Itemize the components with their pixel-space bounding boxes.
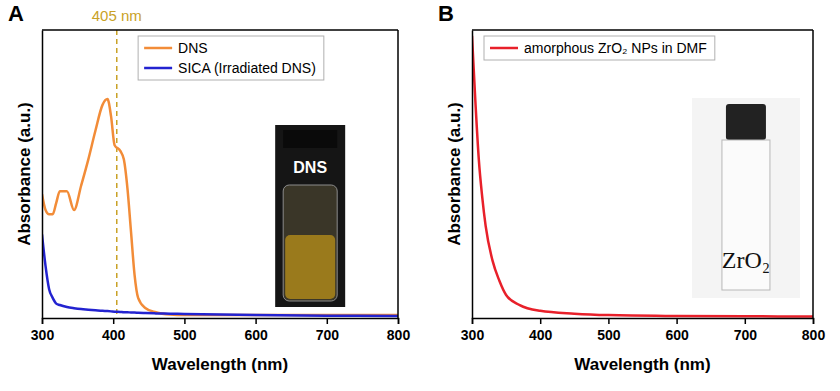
tick-label: 600 [244, 327, 268, 343]
axis-line [42, 31, 44, 319]
panel-label: A [8, 1, 24, 26]
legend: DNS SICA (Irradiated DNS) [138, 36, 324, 80]
tick-label: 800 [387, 327, 411, 343]
legend-label: DNS [178, 40, 208, 56]
tick-mark [813, 318, 815, 324]
plot-area [42, 30, 398, 318]
annotation: 405 nm [92, 7, 142, 24]
tick-label: 400 [529, 327, 553, 343]
tick-mark [540, 318, 542, 324]
axis-title: Wavelength (nm) [152, 355, 288, 374]
axis-title: Absorbance (a.u.) [445, 102, 464, 246]
inset-background [692, 98, 800, 298]
tick: 300 [31, 318, 55, 343]
tick: 400 [529, 318, 553, 343]
tick-label: 500 [173, 327, 197, 343]
vial [722, 140, 770, 290]
legend-swatch [144, 67, 172, 70]
tick: 700 [734, 318, 758, 343]
tick: 600 [244, 318, 268, 343]
tick-mark [255, 318, 257, 324]
axis-line [473, 319, 814, 325]
tick: 500 [597, 318, 621, 343]
axis-line [43, 319, 399, 325]
series-line [42, 234, 398, 316]
tick: 500 [173, 318, 197, 343]
series-line [42, 99, 398, 315]
tick: 400 [102, 318, 126, 343]
legend: amorphous ZrO₂ NPs in DMF [484, 36, 715, 60]
tick-mark [184, 318, 186, 324]
tick-label: 300 [31, 327, 55, 343]
tick: 300 [461, 318, 485, 343]
inset-label: DNS [293, 159, 327, 176]
tick: 700 [316, 318, 340, 343]
vial-cap [283, 130, 337, 148]
tick-mark [745, 318, 747, 324]
reference-line [116, 30, 118, 318]
tick: 800 [802, 318, 826, 343]
panel: DNS 405 nm 300 400 500 600 700 800 Wavelength (n… [8, 1, 410, 374]
inset-background [275, 125, 345, 307]
tick-mark [608, 318, 610, 324]
legend-swatch [490, 47, 518, 50]
legend-box [484, 36, 715, 60]
tick: 600 [665, 318, 689, 343]
figure: DNS 405 nm 300 400 500 600 700 800 Wavelength (n… [0, 0, 840, 391]
x-axis: 300 400 500 600 700 800 [461, 318, 826, 343]
panel: ZrO₂ 300 400 500 600 700 800 Wavelength (nm) Abs… [438, 1, 825, 374]
plot-area [472, 36, 813, 317]
series-line [472, 36, 813, 317]
tick-label: 400 [102, 327, 126, 343]
tick-mark [472, 318, 474, 324]
frame [397, 30, 399, 318]
vial-cap [726, 104, 766, 140]
inset-label: ZrO₂ [722, 247, 770, 273]
axis-title: Absorbance (a.u.) [15, 102, 34, 246]
tick-mark [676, 318, 678, 324]
x-axis: 300 400 500 600 700 800 [31, 318, 411, 343]
frame [42, 29, 398, 31]
inset: DNS [275, 125, 345, 307]
tick-label: 700 [316, 327, 340, 343]
frame [812, 30, 814, 318]
frame [472, 29, 813, 31]
tick-mark [42, 318, 44, 324]
y-axis [42, 31, 43, 319]
legend-label: amorphous ZrO₂ NPs in DMF [524, 40, 707, 56]
tick: 800 [387, 318, 411, 343]
tick-label: 700 [734, 327, 758, 343]
legend-swatch [144, 47, 172, 50]
tick-mark [113, 318, 115, 324]
tick-mark [398, 318, 400, 324]
axis-title: Wavelength (nm) [574, 355, 710, 374]
legend-box [138, 36, 324, 80]
tick-label: 800 [802, 327, 826, 343]
axis-line [472, 31, 474, 319]
tick-label: 600 [665, 327, 689, 343]
tick-label: 300 [461, 327, 485, 343]
vial-liquid [285, 235, 335, 299]
tick-mark [327, 318, 329, 324]
tick-label: 500 [597, 327, 621, 343]
inset: ZrO₂ [692, 98, 800, 298]
vial [283, 185, 337, 301]
y-axis [472, 31, 473, 319]
panel-label: B [438, 1, 454, 26]
legend-label: SICA (Irradiated DNS) [178, 60, 316, 76]
